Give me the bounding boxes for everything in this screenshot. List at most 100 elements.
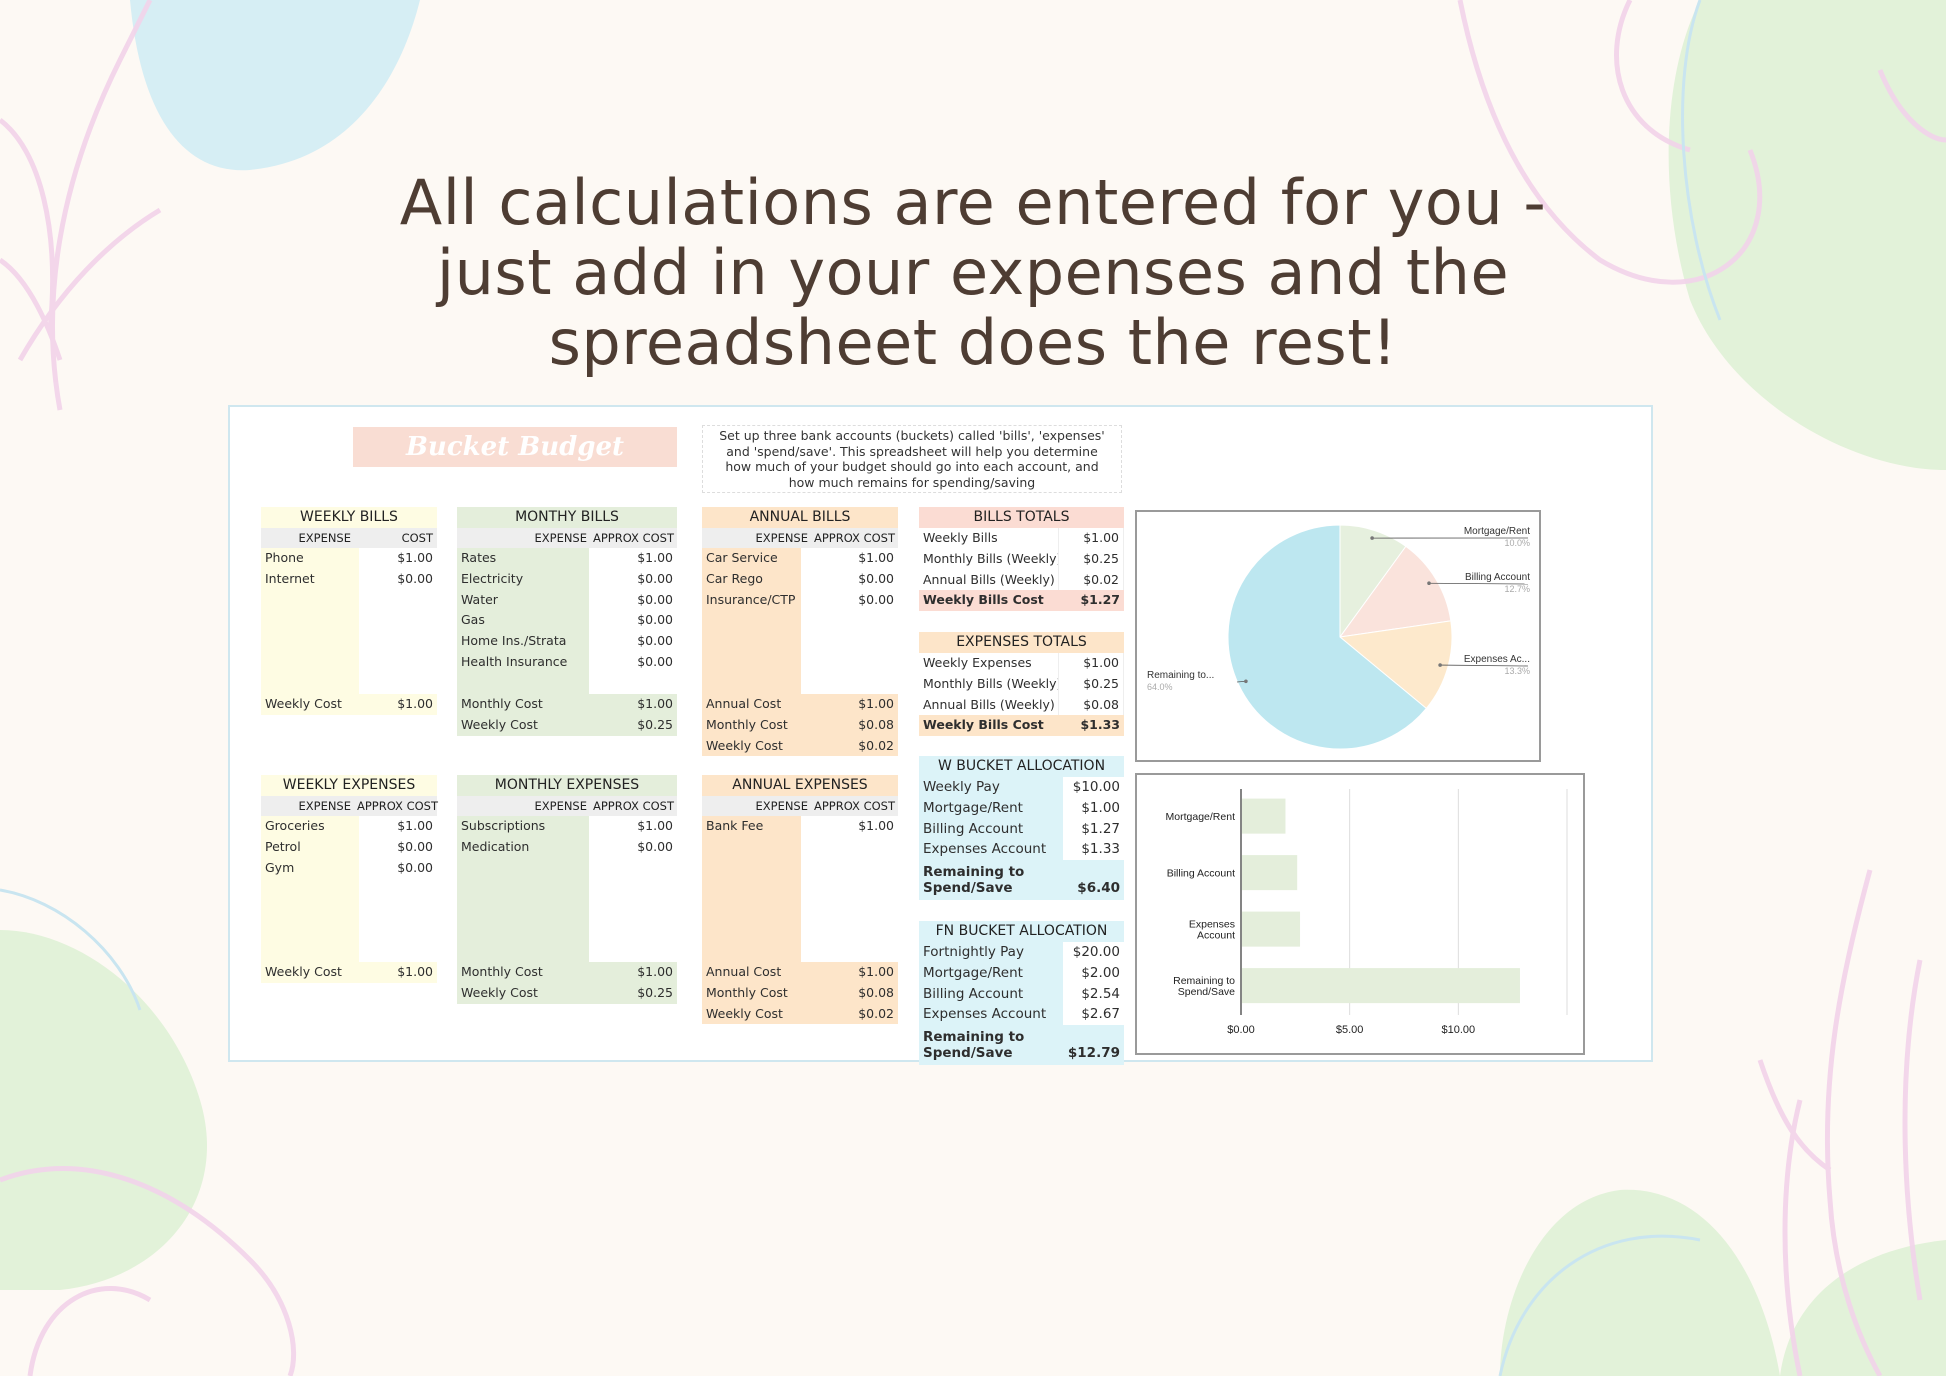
table-cell[interactable]: $1.00 bbox=[637, 550, 673, 565]
table-cell[interactable]: Bank Fee bbox=[706, 818, 764, 833]
column-header: COST bbox=[401, 531, 433, 545]
pie-label: Expenses Ac... bbox=[1464, 654, 1530, 665]
x-tick-label: $5.00 bbox=[1336, 1024, 1364, 1036]
table-cell[interactable]: $0.00 bbox=[637, 570, 673, 586]
table-cell[interactable]: $0.00 bbox=[858, 591, 894, 607]
table-cell[interactable]: Home Ins./Strata bbox=[461, 633, 567, 649]
table-cell[interactable]: Groceries bbox=[265, 818, 325, 833]
table-cell[interactable]: Car Rego bbox=[706, 570, 763, 586]
intro-note: Set up three bank accounts (buckets) cal… bbox=[702, 425, 1122, 493]
table-cell[interactable]: $1.00 bbox=[1081, 799, 1120, 816]
table-cell: Expenses Account bbox=[923, 1006, 1047, 1023]
table-cell: Annual Bills (Weekly) bbox=[923, 696, 1055, 712]
table-cell[interactable]: $0.00 bbox=[637, 838, 673, 854]
intro-line-2: and 'spend/save'. This spreadsheet will … bbox=[726, 443, 1098, 459]
table-cell: $0.02 bbox=[858, 1005, 894, 1021]
column-header: APPROX COST bbox=[593, 531, 674, 545]
pie-leader-dot bbox=[1438, 663, 1442, 667]
w-bucket-allocation-table: W BUCKET ALLOCATION Weekly Pay $10.00 Mor… bbox=[919, 756, 1124, 901]
table-cell[interactable]: $10.00 bbox=[1072, 779, 1120, 795]
table-cell: Mortgage/Rent bbox=[923, 799, 1023, 816]
bar bbox=[1242, 911, 1301, 947]
intro-line-4: how much remains for spending/saving bbox=[788, 474, 1036, 490]
pie-slice bbox=[1227, 524, 1428, 750]
bills-totals-table: BILLS TOTALS Weekly Bills $1.00 Monthly B… bbox=[919, 507, 1124, 612]
table-cell[interactable]: $0.00 bbox=[397, 570, 433, 586]
spreadsheet-preview: Bucket Budget Set up three bank accounts… bbox=[228, 405, 1653, 1066]
table-title: FN BUCKET ALLOCATION bbox=[919, 921, 1124, 942]
pie-percent-label: 10.0% bbox=[1504, 538, 1530, 548]
table-cell: $12.79 bbox=[1067, 1045, 1120, 1062]
table-title: MONTHY BILLS bbox=[457, 507, 677, 528]
table-cell[interactable]: Water bbox=[461, 591, 498, 607]
headline-line-1: All calculations are entered for you - bbox=[399, 166, 1547, 239]
table-cell: $1.33 bbox=[1081, 841, 1120, 858]
table-cell[interactable]: $0.00 bbox=[637, 633, 673, 649]
table-title: ANNUAL BILLS bbox=[702, 507, 898, 528]
table-cell[interactable]: $0.00 bbox=[397, 859, 433, 875]
table-cell: $0.08 bbox=[1058, 694, 1123, 716]
table-cell[interactable]: Internet bbox=[265, 570, 315, 586]
table-cell: $0.25 bbox=[637, 716, 673, 732]
table-cell: Expenses Account bbox=[923, 841, 1047, 858]
pie-slice bbox=[1338, 620, 1453, 710]
pie-label: Billing Account bbox=[1465, 572, 1530, 583]
bar-chart: $0.00 $5.00 $10.00 Mortgage/Rent Billing Acc… bbox=[1166, 789, 1568, 1036]
table-cell[interactable]: $1.00 bbox=[858, 550, 894, 565]
headline-line-2: just add in your expenses and the bbox=[436, 236, 1510, 309]
table-title: MONTHLY EXPENSES bbox=[457, 775, 677, 796]
table-cell[interactable]: Health Insurance bbox=[461, 653, 568, 669]
table-cell[interactable]: Gas bbox=[461, 612, 485, 628]
table-cell: $0.08 bbox=[858, 716, 894, 732]
table-cell[interactable]: $1.00 bbox=[397, 550, 433, 565]
annual-bills-table: ANNUAL BILLS EXPENSE APPROX COST Car Serv… bbox=[702, 507, 898, 757]
table-cell: $1.00 bbox=[637, 964, 673, 979]
bar bbox=[1242, 968, 1520, 1004]
table-cell: Weekly Expenses bbox=[923, 655, 1032, 670]
table-cell[interactable]: Petrol bbox=[265, 838, 301, 854]
intro-line-3: how much of your budget should go into e… bbox=[725, 459, 1099, 474]
table-cell[interactable]: Gym bbox=[265, 859, 295, 875]
table-cell[interactable]: Rates bbox=[461, 550, 497, 565]
table-cell[interactable]: Insurance/CTP bbox=[706, 591, 796, 607]
table-cell[interactable]: $1.00 bbox=[637, 818, 673, 833]
table-cell: Remaining to bbox=[923, 864, 1025, 881]
table-cell[interactable]: $0.00 bbox=[637, 591, 673, 607]
table-title: ANNUAL EXPENSES bbox=[702, 775, 898, 796]
x-tick-label: $0.00 bbox=[1227, 1024, 1255, 1036]
table-cell[interactable]: $0.00 bbox=[637, 612, 673, 628]
table-cell[interactable]: Electricity bbox=[461, 570, 524, 586]
table-cell[interactable]: Phone bbox=[265, 550, 304, 565]
table-cell[interactable]: Car Service bbox=[706, 550, 778, 565]
table-cell: $1.00 bbox=[858, 964, 894, 979]
pie-leader-dot bbox=[1244, 679, 1248, 684]
table-cell[interactable]: $0.00 bbox=[637, 653, 673, 669]
y-category-label: Billing Account bbox=[1167, 868, 1235, 880]
table-cell: $1.00 bbox=[397, 696, 433, 711]
table-cell: Weekly Cost bbox=[706, 737, 783, 753]
column-header: EXPENSE bbox=[755, 799, 808, 813]
table-cell[interactable]: $0.00 bbox=[397, 838, 433, 854]
column-header: EXPENSE bbox=[534, 799, 587, 813]
weekly-bills-table: WEEKLY BILLS EXPENSE COST Phone $1.00 Inte… bbox=[261, 507, 437, 715]
table-title: WEEKLY EXPENSES bbox=[261, 775, 437, 796]
table-cell[interactable]: $1.00 bbox=[397, 818, 433, 833]
headline: All calculations are entered for you - j… bbox=[0, 168, 1946, 378]
table-cell: Remaining to bbox=[923, 1029, 1025, 1046]
column-header: APPROX COST bbox=[814, 799, 895, 813]
pie-percent-label: 12.7% bbox=[1504, 584, 1530, 594]
table-cell: $0.25 bbox=[1058, 673, 1123, 695]
table-cell: Annual Cost bbox=[706, 696, 782, 711]
table-cell: $1.27 bbox=[1080, 592, 1120, 608]
column-header: APPROX COST bbox=[593, 799, 674, 813]
table-cell: Weekly Cost bbox=[461, 984, 538, 1000]
expenses-totals-table: EXPENSES TOTALS Weekly Expenses $1.00 Mon… bbox=[919, 632, 1124, 737]
table-cell: $2.67 bbox=[1081, 1006, 1120, 1023]
table-cell[interactable]: $1.00 bbox=[858, 818, 894, 833]
table-cell[interactable]: Subscriptions bbox=[461, 818, 546, 833]
table-cell[interactable]: Medication bbox=[461, 838, 530, 854]
table-cell[interactable]: $0.00 bbox=[858, 570, 894, 586]
weekly-expenses-table: WEEKLY EXPENSES EXPENSE APPROX COST Groce… bbox=[261, 775, 438, 983]
